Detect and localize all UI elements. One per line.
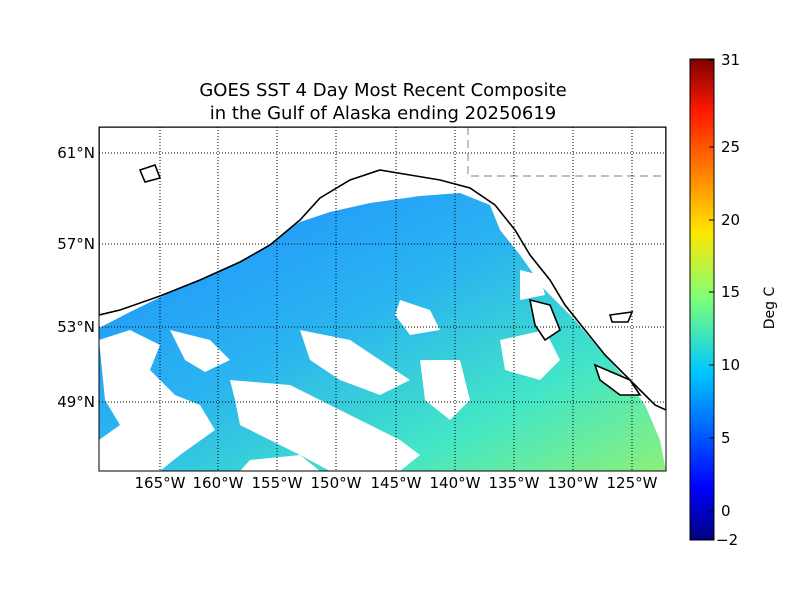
colorbar-ticks xyxy=(709,59,714,541)
map-title-line1: GOES SST 4 Day Most Recent Composite xyxy=(199,80,567,101)
colorbar-label: Deg C xyxy=(762,286,778,330)
lon-label-150: 150°W xyxy=(310,474,362,492)
lon-label-145: 145°W xyxy=(370,474,422,492)
lon-label-155: 155°W xyxy=(251,474,303,492)
colorbar-tick-10: 10 xyxy=(721,356,741,374)
colorbar-tick-31: 31 xyxy=(721,51,741,69)
lat-label-57: 57°N xyxy=(57,235,95,253)
lon-label-165: 165°W xyxy=(134,474,186,492)
missing-data-patches xyxy=(99,270,560,471)
lon-label-125: 125°W xyxy=(606,474,658,492)
lon-label-135: 135°W xyxy=(488,474,540,492)
map-border xyxy=(98,126,667,472)
us-canada-border xyxy=(467,127,666,177)
colorbar-tick-15: 15 xyxy=(721,283,741,301)
lat-label-61: 61°N xyxy=(57,144,95,162)
coastline xyxy=(99,127,666,411)
lon-label-130: 130°W xyxy=(547,474,599,492)
lon-label-160: 160°W xyxy=(192,474,244,492)
map-title-line2: in the Gulf of Alaska ending 20250619 xyxy=(209,103,557,124)
lat-label-53: 53°N xyxy=(57,318,95,336)
colorbar-tick-0: 0 xyxy=(721,502,731,520)
colorbar-tick-25: 25 xyxy=(721,138,741,156)
colorbar-tick-20: 20 xyxy=(721,211,741,229)
colorbar xyxy=(689,58,715,541)
colorbar-tick-5: 5 xyxy=(721,429,731,447)
lon-label-140: 140°W xyxy=(429,474,481,492)
colorbar-tick-neg2: −2 xyxy=(716,531,739,549)
graticule xyxy=(99,127,666,471)
lat-label-49: 49°N xyxy=(57,393,95,411)
